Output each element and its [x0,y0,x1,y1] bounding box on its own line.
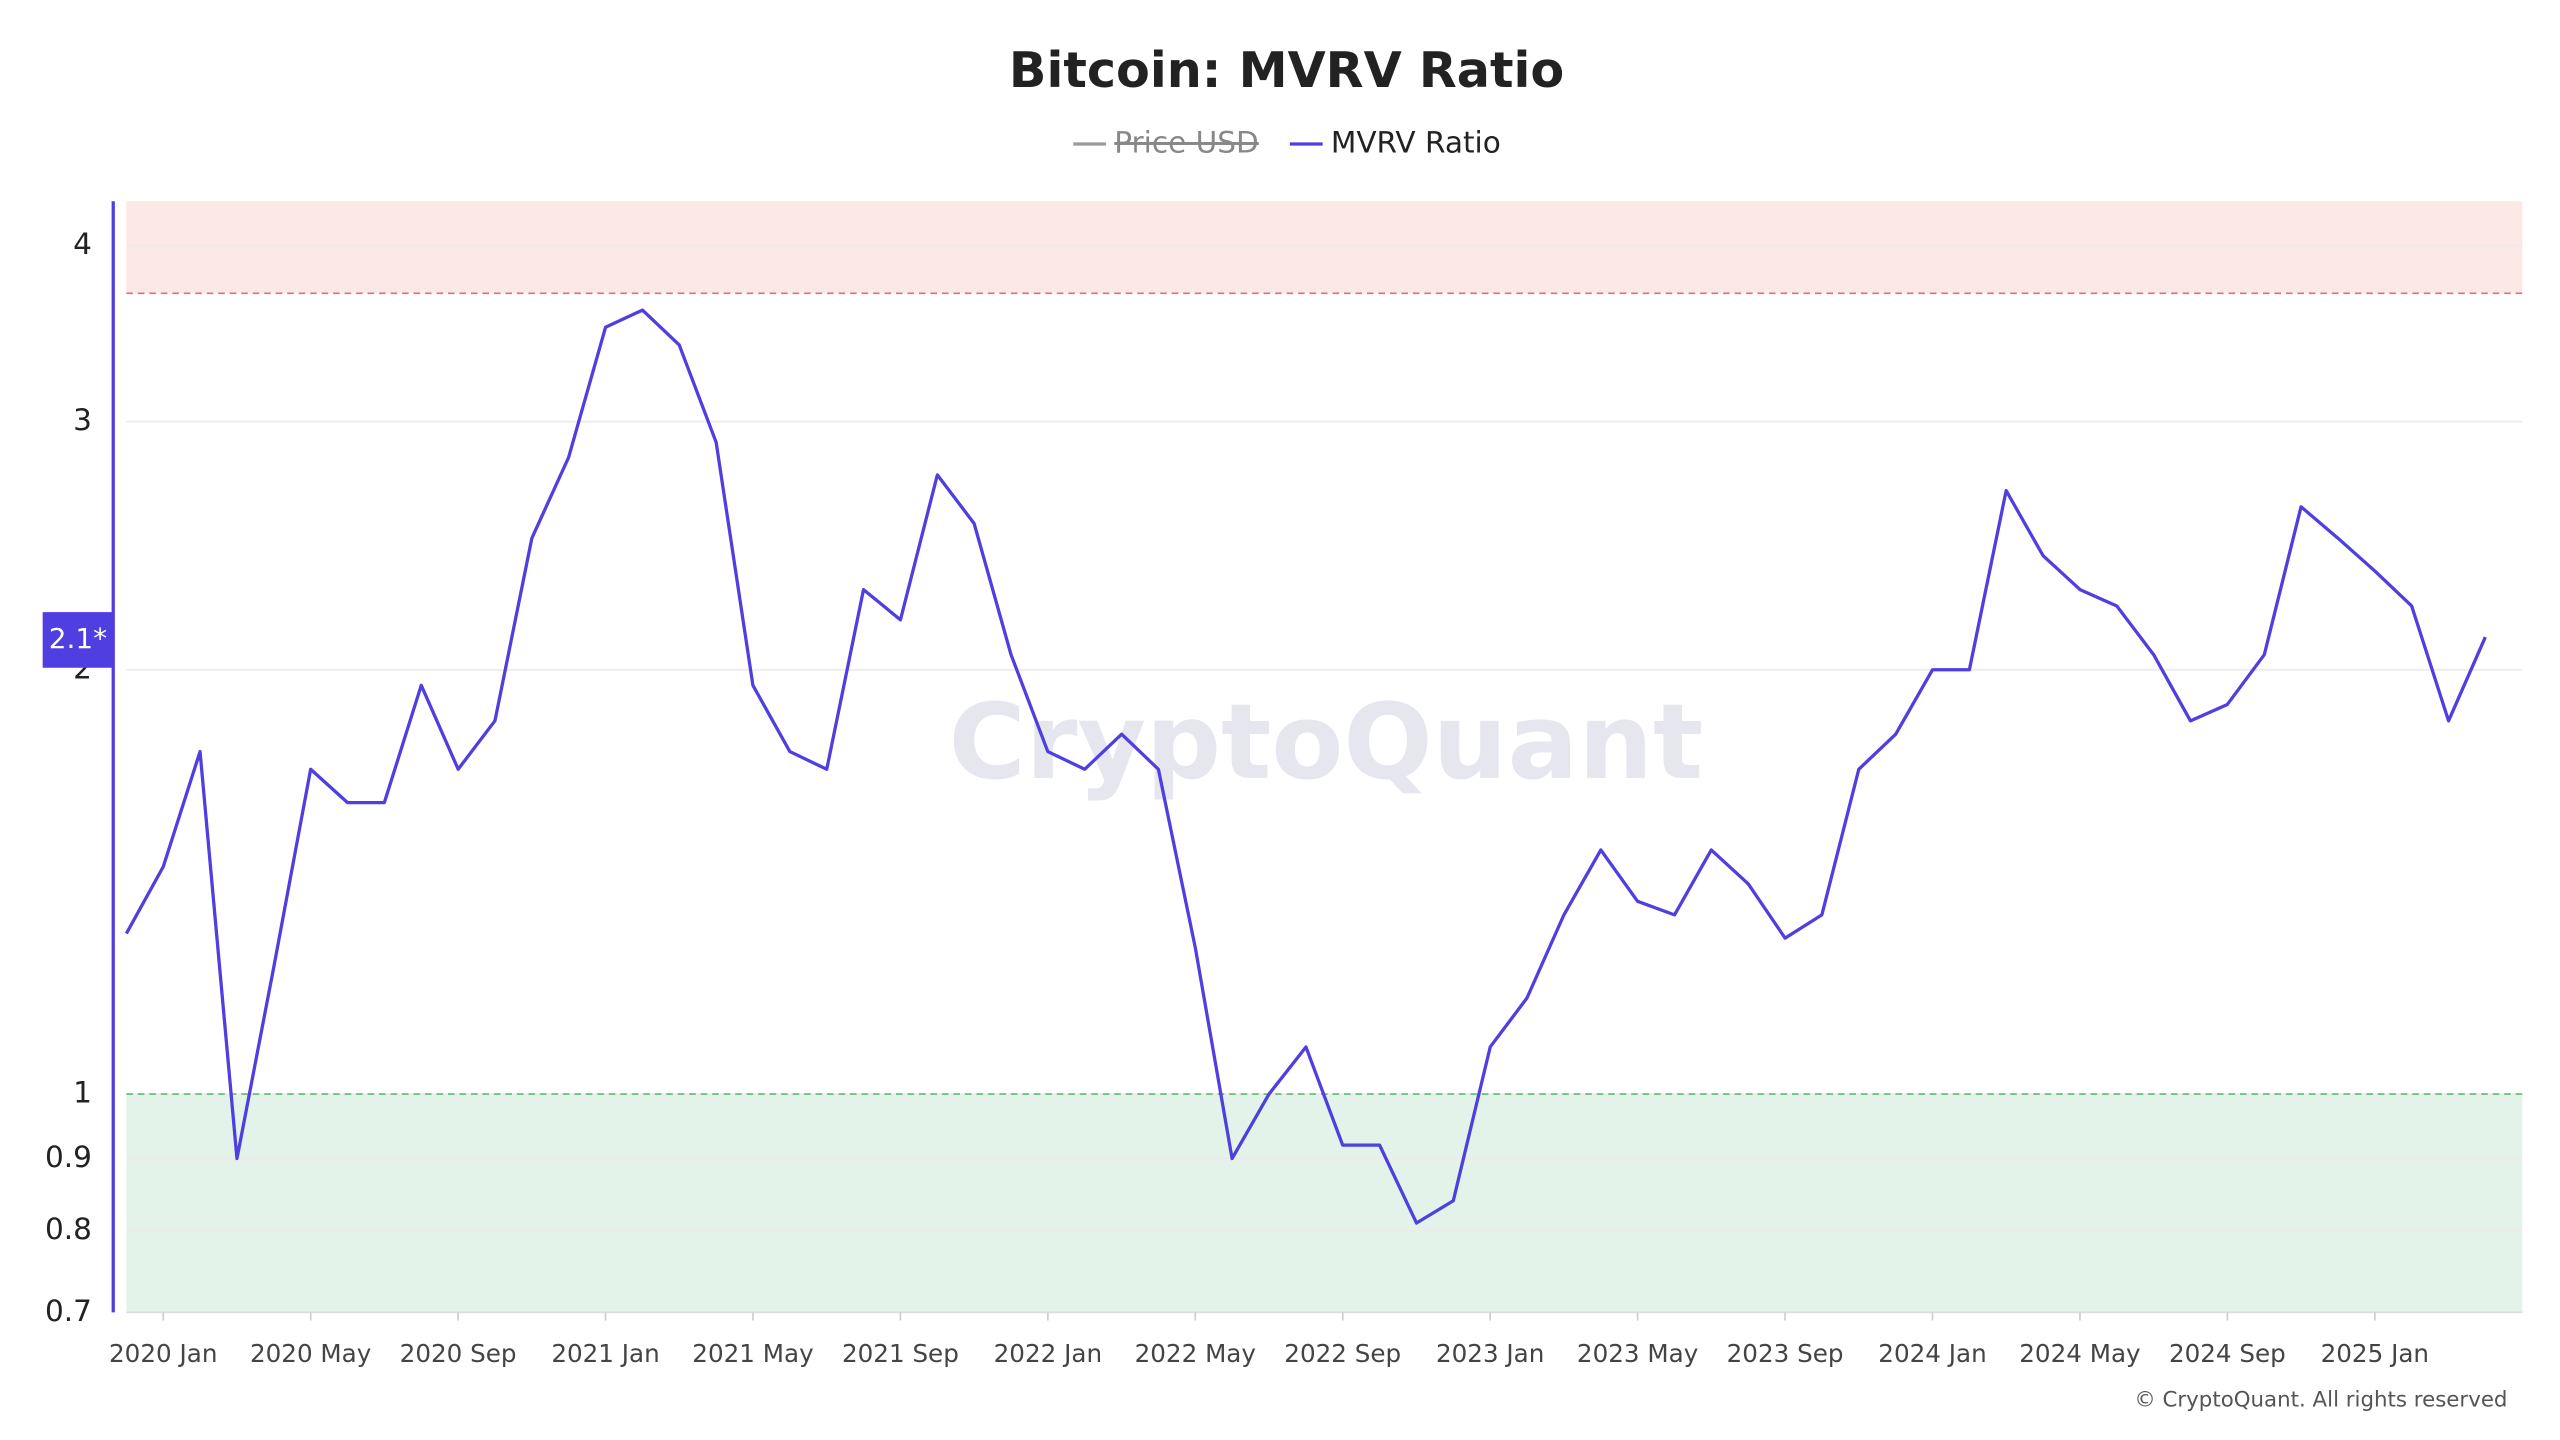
x-tick-label: 2023 May [1577,1339,1698,1368]
y-tick-label: 0.8 [45,1212,92,1246]
x-tick-label: 2021 Jan [551,1339,659,1368]
chart-title: Bitcoin: MVRV Ratio [1009,41,1564,99]
x-tick-label: 2020 Sep [400,1339,517,1368]
x-tick-label: 2024 Sep [2169,1339,2286,1368]
y-tick-label: 0.9 [45,1140,92,1174]
x-tick-label: 2025 Jan [2321,1339,2429,1368]
x-tick-label: 2020 Jan [109,1339,217,1368]
x-tick-label: 2021 May [692,1339,813,1368]
x-tick-label: 2023 Jan [1436,1339,1544,1368]
x-tick-label: 2022 Sep [1284,1339,1401,1368]
footer: © CryptoQuant. All rights reserved [2134,1388,2507,1413]
y-tick-label: 0.7 [45,1294,92,1328]
overvalued-zone [126,201,2523,294]
x-tick-label: 2022 May [1135,1339,1256,1368]
x-tick-label: 2020 May [250,1339,371,1368]
current-value-label: 2.1* [49,622,107,655]
x-tick-label: 2022 Jan [994,1339,1102,1368]
x-tick-label: 2021 Sep [842,1339,959,1368]
legend-label[interactable]: MVRV Ratio [1331,126,1501,160]
legend-label[interactable]: Price USD [1114,126,1259,160]
watermark: CryptoQuant [949,681,1704,803]
x-tick-label: 2024 Jan [1878,1339,1986,1368]
y-tick-label: 1 [73,1076,92,1110]
current-value-badge [42,612,114,668]
y-tick-label: 4 [73,227,92,261]
x-tick-label: 2024 May [2019,1339,2140,1368]
undervalued-zone [126,1094,2523,1313]
x-tick-label: 2023 Sep [1727,1339,1844,1368]
y-tick-label: 3 [73,403,92,437]
mvrv-line [124,308,2487,1225]
